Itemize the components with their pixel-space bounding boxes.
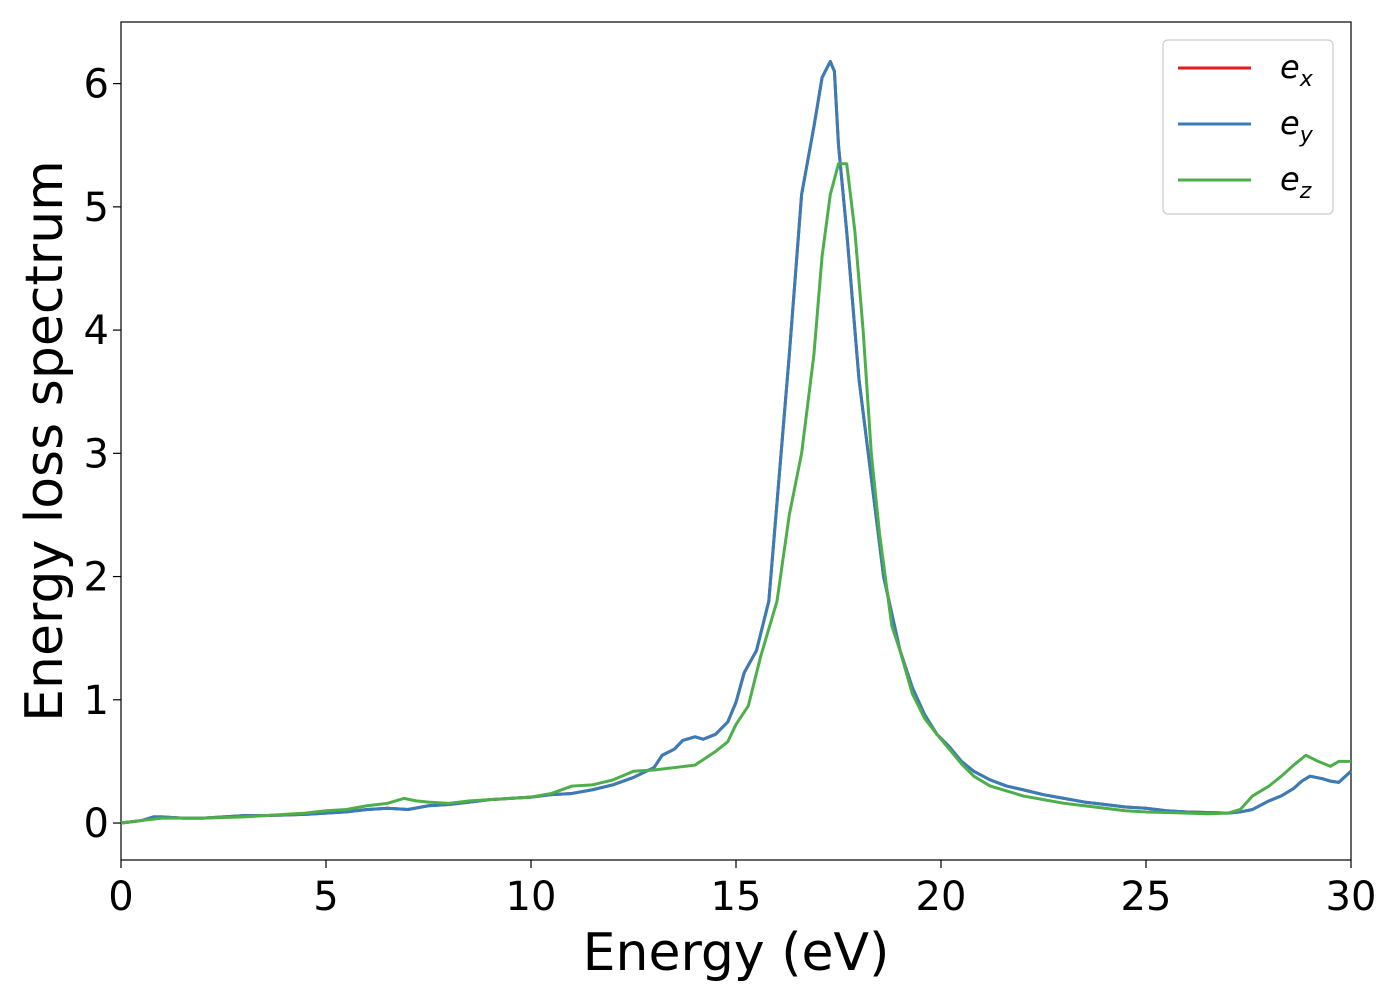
legend-label-z: ez <box>1280 160 1312 204</box>
legend-box <box>1162 39 1334 215</box>
x-tick-label: 25 <box>1121 874 1172 920</box>
y-tick-label: 3 <box>84 431 109 477</box>
legend: ex ey ez <box>1162 39 1334 215</box>
x-axis-ticks: 0 5 10 15 20 25 30 <box>108 860 1376 920</box>
x-tick-label: 5 <box>313 874 338 920</box>
plot-area <box>120 21 1352 861</box>
x-tick-label: 30 <box>1326 874 1377 920</box>
series-lines <box>120 59 1353 825</box>
y-tick-label: 0 <box>84 801 109 847</box>
y-tick-label: 5 <box>84 185 109 231</box>
y-tick-label: 2 <box>84 555 109 601</box>
y-tick-label: 4 <box>84 308 109 354</box>
legend-label-y: ey <box>1280 104 1314 148</box>
y-axis-title: Energy loss spectrum <box>15 160 75 722</box>
legend-label-x: ex <box>1280 48 1314 92</box>
series-line-y <box>120 59 1353 825</box>
x-tick-label: 15 <box>711 874 762 920</box>
x-axis-title: Energy (eV) <box>583 923 890 983</box>
y-axis-ticks: 0 1 2 3 4 5 6 <box>84 62 121 847</box>
series-line-z <box>120 162 1351 825</box>
y-tick-label: 6 <box>84 62 109 108</box>
legend-items: ex ey ez <box>1178 48 1314 204</box>
x-tick-label: 10 <box>506 874 557 920</box>
x-tick-label: 20 <box>916 874 967 920</box>
x-tick-label: 0 <box>108 874 133 920</box>
y-tick-label: 1 <box>84 678 109 724</box>
